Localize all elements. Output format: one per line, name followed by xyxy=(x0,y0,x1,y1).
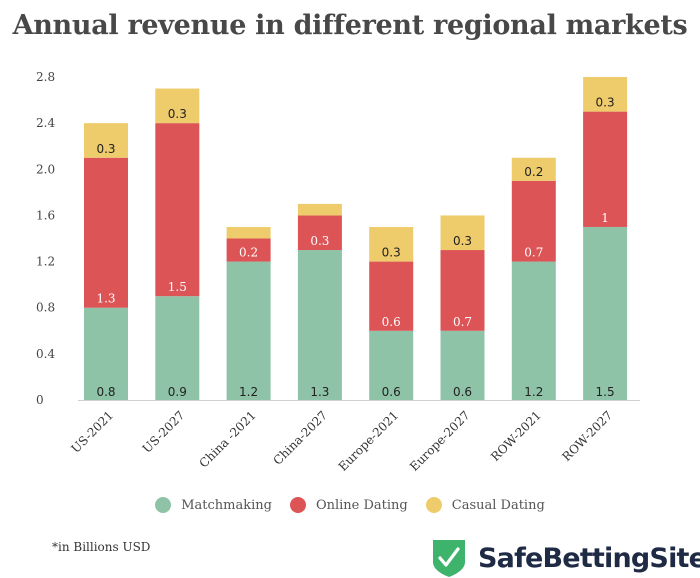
bar-segment-online-dating[interactable] xyxy=(226,238,271,262)
bar-stack: 0.6 0.6 0.3 xyxy=(369,226,414,400)
bar-segment-matchmaking[interactable] xyxy=(369,330,414,400)
legend-item-online-dating[interactable]: Online Dating xyxy=(289,497,408,513)
y-tick-label: 2.4 xyxy=(36,116,55,130)
footnote: *in Billions USD xyxy=(52,540,151,554)
bar-segment-casual-dating[interactable] xyxy=(369,226,414,262)
stacked-bar-chart: 00.40.81.21.62.02.42.8 0.81.30.30.91.50.… xyxy=(36,70,640,474)
y-tick-label: 0 xyxy=(36,393,44,407)
data-label: 0.6 xyxy=(382,385,401,399)
bar-segment-online-dating[interactable] xyxy=(440,250,485,331)
bar-segment-casual-dating[interactable] xyxy=(297,203,342,216)
y-axis: 0 0.4 0.8 1.2 1.6 2.0 2.4 2.8 xyxy=(36,70,55,407)
legend-label: Matchmaking xyxy=(181,497,272,513)
bar-segment-online-dating[interactable] xyxy=(511,180,556,262)
data-label: 0.7 xyxy=(453,315,472,329)
data-label: 1.2 xyxy=(239,385,258,399)
bar-segment-matchmaking[interactable] xyxy=(583,226,628,400)
chart-title: Annual revenue in different regional mar… xyxy=(12,10,688,41)
data-label: 0.3 xyxy=(453,234,472,248)
data-label: 0.6 xyxy=(453,385,472,399)
legend-item-casual-dating[interactable]: Casual Dating xyxy=(425,497,545,513)
data-label: 0.9 xyxy=(168,385,187,399)
bar-segment-matchmaking[interactable] xyxy=(440,330,485,400)
data-label: 1 xyxy=(601,211,609,225)
bar-segment-matchmaking[interactable] xyxy=(511,261,556,400)
legend-dot-icon xyxy=(155,497,172,513)
y-tick-label: 0.4 xyxy=(36,347,55,361)
legend-label: Casual Dating xyxy=(451,497,545,513)
y-tick-label: 2.8 xyxy=(36,70,55,84)
data-label: 0.6 xyxy=(382,315,401,329)
y-tick-label: 1.6 xyxy=(36,208,55,222)
data-label: 0.3 xyxy=(96,142,115,156)
data-label: 0.3 xyxy=(596,96,615,110)
bar-stack: 0.8 1.3 0.3 xyxy=(84,123,128,400)
x-tick-label: ROW-2021 xyxy=(488,408,544,464)
bar-segment-casual-dating[interactable] xyxy=(226,226,271,239)
bar-segment-online-dating[interactable] xyxy=(155,123,200,297)
bars: 0.81.30.30.91.50.31.20.21.30.30.60.60.30… xyxy=(84,77,628,400)
bar-stack: 1.5 1 0.3 xyxy=(583,77,628,400)
bar-segment-online-dating[interactable] xyxy=(369,261,414,331)
brand-logo: SafeBettingSites xyxy=(432,538,700,578)
data-label: 0.8 xyxy=(96,385,115,399)
bar-segment-online-dating[interactable] xyxy=(84,157,128,308)
bar-segment-casual-dating[interactable] xyxy=(155,88,200,124)
data-label: 1.5 xyxy=(168,280,187,294)
data-label: 0.7 xyxy=(524,246,543,260)
bar-segment-casual-dating[interactable] xyxy=(440,215,485,251)
x-tick-label: US-2021 xyxy=(68,408,116,456)
legend-label: Online Dating xyxy=(315,497,408,513)
data-label: 0.3 xyxy=(310,234,329,248)
x-tick-label: Europe-2021 xyxy=(336,408,402,474)
brand-name: SafeBettingSites xyxy=(478,542,700,574)
shield-check-icon xyxy=(433,540,465,577)
legend-item-matchmaking[interactable]: Matchmaking xyxy=(155,497,272,513)
bar-stack: 0.6 0.7 0.3 xyxy=(440,215,485,400)
bar-segment-casual-dating[interactable] xyxy=(511,157,556,181)
x-tick-label: China-2027 xyxy=(270,408,330,468)
bar-segment-matchmaking[interactable] xyxy=(84,307,128,400)
x-tick-label: China -2021 xyxy=(196,408,258,470)
y-tick-label: 2.0 xyxy=(36,162,55,176)
legend-dot-icon xyxy=(289,497,306,513)
y-tick-label: 0.8 xyxy=(36,301,55,315)
data-label: 1.3 xyxy=(96,292,115,306)
data-label: 1.5 xyxy=(596,385,615,399)
data-label: 0.2 xyxy=(239,246,258,260)
data-label: 0.3 xyxy=(168,107,187,121)
bar-stack: 0.9 1.5 0.3 xyxy=(155,88,200,400)
x-tick-label: US-2027 xyxy=(140,408,188,456)
bar-segment-online-dating[interactable] xyxy=(297,215,342,251)
x-axis: US-2021 US-2027 China -2021 China-2027 Europ… xyxy=(68,408,615,474)
bar-segment-online-dating[interactable] xyxy=(583,111,628,227)
bar-stack: 1.2 0.7 0.2 xyxy=(511,157,556,400)
x-tick-label: ROW-2027 xyxy=(559,408,615,464)
x-tick-label: Europe-2027 xyxy=(407,408,473,474)
bar-stack: 1.3 0.3 xyxy=(297,203,342,400)
bar-segment-matchmaking[interactable] xyxy=(155,296,200,400)
data-label: 0.2 xyxy=(524,165,543,179)
data-label: 1.2 xyxy=(524,385,543,399)
legend-dot-icon xyxy=(425,497,442,513)
bar-segment-casual-dating[interactable] xyxy=(84,123,128,158)
bar-stack: 1.2 0.2 xyxy=(226,226,271,400)
data-label: 0.3 xyxy=(382,246,401,260)
bar-segment-casual-dating[interactable] xyxy=(583,77,628,112)
bar-segment-matchmaking[interactable] xyxy=(297,250,342,400)
y-tick-label: 1.2 xyxy=(36,255,55,269)
legend: Matchmaking Online Dating Casual Dating xyxy=(0,497,700,513)
bar-segment-matchmaking[interactable] xyxy=(226,261,271,400)
data-label: 1.3 xyxy=(310,385,329,399)
